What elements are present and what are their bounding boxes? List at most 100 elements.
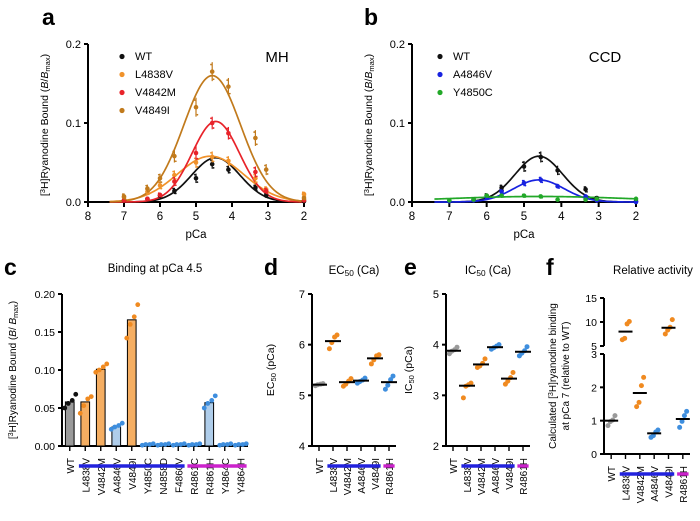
replicate-point-L4838V [77, 410, 83, 416]
replicate-point-R4861H [681, 413, 687, 419]
mean-point-V4849I [301, 195, 307, 201]
x-label-R4861H: R4861H [519, 458, 530, 495]
panel-c-y-label: [3H]Ryanodine Bound (B/ Bmax) [6, 301, 20, 439]
replicate-point [226, 165, 229, 168]
replicate-point [255, 175, 258, 178]
replicate-point [212, 127, 215, 129]
mean-point-A4846V [499, 189, 504, 195]
x-label-R4861C: R4861C [190, 458, 201, 495]
replicate-point [193, 99, 196, 101]
x-tick-label: 7 [121, 211, 127, 223]
x-label-L4838V: L4838V [463, 458, 474, 493]
replicate-point [212, 160, 215, 163]
svg-e-title: IC50 (Ca) [465, 265, 511, 278]
mean-point-L4838V [157, 183, 163, 188]
mean-point-V4849I [193, 104, 199, 110]
svg-d-y-label: EC50 (pCa) [265, 344, 278, 396]
replicate-point [228, 92, 231, 95]
y-tick-label: 6 [299, 340, 305, 352]
replicate-point [174, 184, 177, 187]
replicate-point-R4861H [205, 401, 211, 406]
mean-point-V4842M [253, 169, 258, 175]
y-tick-label: 0.10 [35, 365, 56, 377]
y-tick-label: 0.0 [390, 197, 405, 209]
y-tick-label-lower: 1 [591, 416, 597, 428]
mean-point-WT [555, 168, 560, 173]
replicate-point-A4846V [108, 426, 114, 432]
panel-f-y-label-line2: at pCa 7 (relative to WT) [561, 322, 572, 431]
mean-point-WT [253, 185, 258, 191]
panel-a-plot: 0.0 0.1 0.2 8 7 6 5 4 3 2 pCa [3H]Ryanodine Bound (… [38, 39, 307, 241]
y-tick-label-upper: 5 [591, 341, 597, 353]
x-label-V4842M: V4842M [97, 458, 108, 495]
replicate-point-V4842M [482, 356, 488, 362]
y-axis-label: [3H]Ryanodine Bound (B/Bmax) [38, 54, 52, 196]
y-tick-label-upper: 15 [585, 293, 597, 305]
fit-curve-V4849I [109, 74, 303, 203]
x-label-V4849I: V4849I [505, 458, 516, 490]
y-tick-label: 5 [433, 289, 439, 301]
replicate-point [253, 173, 256, 176]
replicate-point [253, 166, 256, 169]
replicate-point [147, 190, 150, 193]
replicate-point-L4838V [81, 403, 87, 409]
panel-b-plot: 0.0 0.1 0.2 8 7 6 5 4 3 2 pCa [3H]Ryanodine Bound (… [362, 39, 639, 241]
fit-curve-A4846V [434, 179, 635, 203]
replicate-point-V4849I [505, 378, 511, 384]
bar-L4838V [80, 401, 91, 447]
replicate-point-V4849I [124, 335, 130, 341]
mean-point-WT [583, 187, 588, 192]
mean-point-Y4850C [555, 197, 560, 202]
legend-marker-L4838V [119, 71, 125, 78]
mean-point-Y4850C [521, 193, 527, 198]
replicate-point-Y4864H [243, 441, 249, 447]
replicate-point-R4861H [677, 424, 683, 430]
replicate-point-Y4864C [220, 442, 226, 447]
replicate-point-F4860V [174, 442, 180, 447]
mean-point-V4842M [209, 120, 215, 126]
replicate-point-V4849I [368, 361, 374, 367]
mean-point-L4838V [226, 158, 231, 164]
svg-d-title: EC50 (Ca) [329, 265, 380, 278]
replicate-point-V4849I [135, 302, 141, 308]
x-label-WT: WT [607, 466, 618, 482]
x-axis-label: pCa [513, 229, 535, 241]
replicate-point [193, 173, 196, 176]
panel-f-plot: Relative activity 5 10 15 0 1 2 3 Calculated [3H… [546, 265, 693, 503]
replicate-point [212, 78, 215, 81]
mean-point-L4838V [172, 172, 177, 178]
mean-point-V4842M [226, 130, 231, 136]
legend-marker-A4846V [437, 71, 443, 78]
replicate-point [253, 131, 256, 133]
replicate-point [210, 117, 212, 120]
mean-point-WT [193, 176, 199, 181]
mean-point-V4842M [193, 150, 199, 156]
replicate-point [160, 181, 163, 183]
mean-point-V4849I [121, 194, 127, 199]
mean-point-L4838V [209, 154, 215, 160]
replicate-point [210, 63, 212, 66]
mean-point-V4849I [145, 186, 150, 191]
x-tick-label: 3 [265, 211, 271, 223]
replicate-point [264, 164, 266, 167]
svg-d-group: EC50 (Ca) 4 5 6 7 EC50 (pCa) WT L4838V V4842M A48… [265, 265, 397, 495]
replicate-point-V4849I [131, 314, 137, 320]
legend-marker-WT [119, 53, 125, 60]
replicate-point-F4860V [181, 441, 187, 447]
replicate-point-L4838V [460, 395, 466, 401]
panel-e-letter: e [404, 254, 417, 280]
replicate-point-V4849I [662, 331, 668, 337]
replicate-point-V4842M [636, 399, 642, 405]
replicate-point [196, 181, 199, 183]
replicate-point-V4842M [104, 361, 110, 367]
replicate-point-WT [605, 423, 611, 429]
replicate-point-R4861H [385, 382, 391, 388]
replicate-point [266, 173, 269, 175]
panel-d-letter: d [264, 254, 279, 280]
replicate-point-V4849I [127, 322, 133, 327]
replicate-point-L4838V [85, 396, 91, 402]
x-tick-label: 5 [521, 211, 527, 223]
y-tick-label: 0.05 [35, 403, 56, 415]
mean-point-V4849I [226, 84, 231, 89]
